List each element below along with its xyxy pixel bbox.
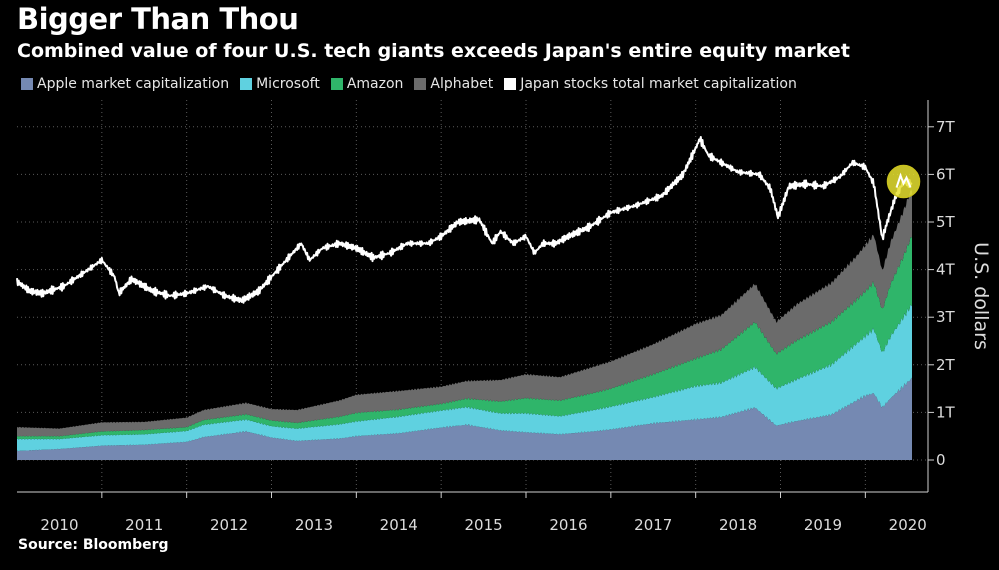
y-tick-label-2: 2T [936, 356, 956, 374]
x-tick-label-2011: 2011 [125, 516, 163, 534]
legend-swatch-amazon [330, 78, 343, 90]
y-tick-label-5: 5T [936, 213, 956, 231]
legend-label-alphabet: Alphabet [430, 76, 494, 92]
x-tick-label-2018: 2018 [719, 516, 757, 534]
legend-item-apple: Apple market capitalization [21, 76, 229, 92]
y-axis-label: U.S. dollars [970, 242, 992, 350]
legend-item-microsoft: Microsoft [240, 76, 320, 92]
chart-title: Bigger Than Thou [17, 2, 299, 36]
y-tick-label-1: 1T [936, 403, 956, 421]
legend-swatch-alphabet [414, 78, 427, 90]
legend: Apple market capitalization Microsoft Am… [21, 76, 808, 92]
highlight-layer [886, 164, 921, 199]
x-tick-label-2013: 2013 [295, 516, 333, 534]
area-apple [17, 377, 912, 460]
area-microsoft [17, 304, 912, 452]
legend-label-amazon: Amazon [346, 76, 404, 92]
y-tick-label-7: 7T [936, 118, 956, 136]
x-tick-label-2014: 2014 [380, 516, 418, 534]
y-tick-label-3: 3T [936, 308, 956, 326]
x-tick-label-2017: 2017 [634, 516, 672, 534]
legend-label-japan: Japan stocks total market capitalization [520, 76, 797, 92]
x-tick-label-2019: 2019 [804, 516, 842, 534]
y-tick-label-4: 4T [936, 261, 956, 279]
legend-swatch-japan [504, 78, 517, 90]
legend-item-amazon: Amazon [330, 76, 404, 92]
chart-subtitle: Combined value of four U.S. tech giants … [17, 40, 850, 62]
x-tick-label-2010: 2010 [40, 516, 78, 534]
x-tick-label-2012: 2012 [210, 516, 248, 534]
legend-label-apple: Apple market capitalization [37, 76, 230, 92]
source-note: Source: Bloomberg [18, 537, 169, 553]
x-tick-label-2015: 2015 [464, 516, 502, 534]
legend-item-alphabet: Alphabet [414, 76, 493, 92]
japan-line-layer [16, 136, 913, 304]
legend-swatch-apple [21, 78, 33, 90]
x-tick-label-2016: 2016 [549, 516, 587, 534]
highlight-line-segment [895, 172, 912, 188]
x-tick-label-2020: 2020 [889, 516, 927, 534]
legend-label-microsoft: Microsoft [256, 76, 320, 92]
y-tick-label-0: 0 [936, 451, 946, 469]
line-japan-stocks [16, 136, 913, 304]
axes: 0 1T 2T 3T 4T 5T 6T 7T 2010 2011 2012 2013 2014 2015 2… [17, 100, 956, 534]
stacked-areas [17, 189, 912, 460]
legend-item-japan: Japan stocks total market capitalization [504, 76, 797, 92]
y-tick-label-6: 6T [936, 165, 956, 183]
area-alphabet [17, 189, 912, 437]
legend-swatch-microsoft [240, 78, 253, 90]
